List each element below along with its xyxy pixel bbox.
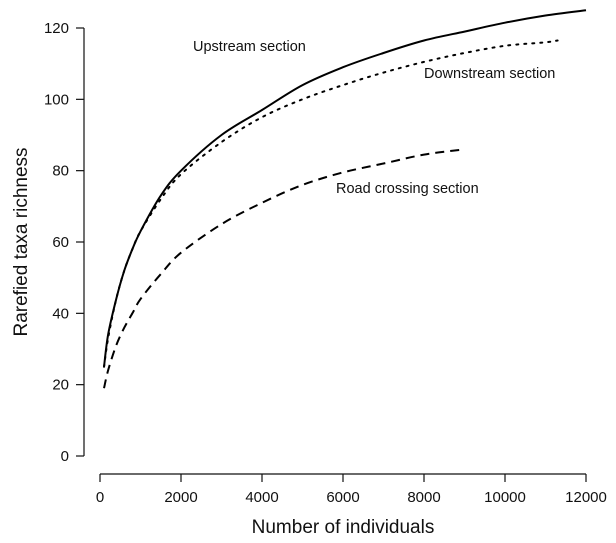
series-label-upstream-section: Upstream section	[193, 39, 306, 55]
series-line-road-crossing-section	[103, 148, 465, 389]
curves	[103, 9, 587, 389]
x-tick-label: 4000	[245, 489, 278, 506]
y-tick-label: 0	[61, 448, 69, 465]
x-axis-title: Number of individuals	[252, 517, 435, 538]
series-label-road-crossing-section: Road crossing section	[336, 181, 479, 197]
series-line-downstream-section	[103, 39, 559, 368]
x-tick-label: 2000	[164, 489, 197, 506]
y-tick-label: 20	[52, 377, 69, 394]
x-tick-label: 8000	[407, 489, 440, 506]
x-tick-label: 0	[96, 489, 104, 506]
x-tick-label: 12000	[565, 489, 607, 506]
y-axis-title: Rarefied taxa richness	[11, 147, 32, 336]
y-tick-label: 120	[44, 20, 69, 37]
y-tick-label: 40	[52, 305, 69, 322]
x-tick-label: 10000	[484, 489, 526, 506]
series-label-downstream-section: Downstream section	[424, 66, 555, 82]
series-labels: Upstream section Downstream section Road c…	[193, 39, 555, 197]
y-tick-label: 80	[52, 163, 69, 180]
y-tick-label: 60	[52, 234, 69, 251]
axes: 0 20 40 60 80 100 120 0 2000 4000 6000 8000 10000 120…	[44, 20, 607, 506]
y-tick-label: 100	[44, 91, 69, 108]
x-tick-label: 6000	[326, 489, 359, 506]
